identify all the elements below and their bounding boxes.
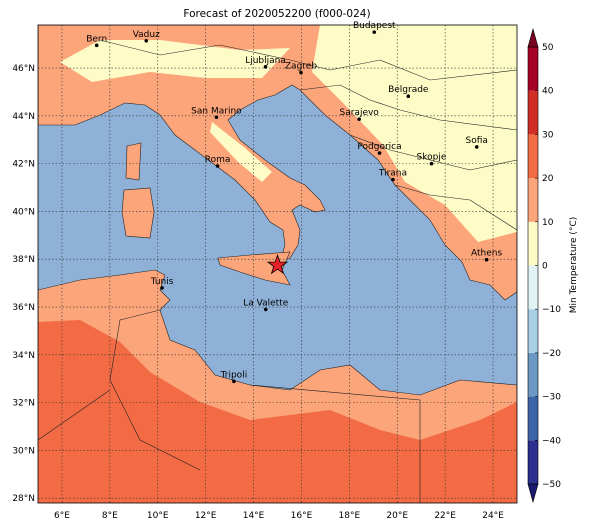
- colorbar-bin: [528, 440, 538, 484]
- map-frame: [37, 24, 518, 504]
- city-label: Bern: [86, 34, 107, 44]
- alps-cool: [60, 40, 290, 82]
- colorbar-bin: [528, 265, 538, 310]
- city-dot: [299, 70, 303, 75]
- lon-tick-label: 16°E: [291, 511, 313, 521]
- balkans-cool: [312, 25, 517, 242]
- title: Forecast of 2020052200 (f000-024): [183, 8, 370, 20]
- lat-tick-label: 36°N: [12, 303, 35, 313]
- city-label: San Marino: [191, 106, 242, 116]
- lon-tick-label: 12°E: [195, 511, 217, 521]
- lon-tick-label: 14°E: [243, 511, 265, 521]
- colorbar-tick-label: 30: [542, 130, 554, 140]
- basemap: [38, 25, 517, 503]
- lon-tick-label: 10°E: [147, 511, 169, 521]
- city-dot: [406, 94, 411, 99]
- city-label: Roma: [205, 155, 231, 165]
- city-dot: [215, 164, 220, 168]
- city-label: Ljubljana: [245, 56, 286, 66]
- city-label: Tunis: [150, 277, 174, 287]
- lon-tick-label: 22°E: [434, 511, 456, 521]
- lat-tick-label: 34°N: [12, 351, 35, 361]
- city-dot: [144, 38, 149, 43]
- city-dot: [372, 30, 377, 34]
- lon-tick-label: 20°E: [386, 511, 408, 521]
- city-label: Zagreb: [285, 62, 317, 72]
- city-dot: [263, 65, 268, 69]
- colorbar: −50 −40 −30 −20 −10 0 10 20 30 40 50: [527, 27, 561, 504]
- city-dot: [357, 117, 361, 121]
- lat-tick-label: 42°N: [12, 160, 35, 170]
- colorbar-tick-label: 40: [542, 87, 554, 97]
- colorbar-label: Min Temperature (°C): [569, 217, 579, 314]
- colorbar-tick-label: 50: [542, 43, 554, 53]
- apennine-cool: [210, 122, 272, 182]
- city-dot: [232, 379, 236, 384]
- colorbar-tick-label: 0: [542, 262, 548, 272]
- lon-tick-label: 18°E: [339, 511, 361, 521]
- colorbar-bin: [528, 134, 538, 179]
- corsica: [125, 142, 142, 181]
- city-label: Tirana: [378, 169, 407, 179]
- colorbar-bin: [528, 221, 538, 266]
- city-label: Skopje: [417, 153, 447, 163]
- colorbar-bin: [528, 90, 538, 135]
- colorbar-extend-low: [527, 483, 539, 504]
- city-dot: [484, 257, 489, 262]
- colorbar-bin: [528, 352, 538, 397]
- sardinia: [121, 187, 155, 239]
- city-dot: [391, 177, 395, 182]
- colorbar-bin: [528, 178, 538, 222]
- colorbar-tick-label: 10: [542, 218, 554, 228]
- colorbar-tick-label: −50: [542, 480, 561, 490]
- city-label: La Valette: [243, 298, 288, 308]
- lon-tick-label: 8°E: [102, 511, 118, 521]
- city-dot: [429, 161, 434, 166]
- africa-warm: [38, 320, 517, 503]
- colorbar-tick-label: −20: [542, 349, 561, 359]
- city-dot: [474, 145, 479, 149]
- city-label: Tripoli: [220, 370, 248, 380]
- colorbar-tick-label: −30: [542, 393, 561, 403]
- lat-tick-label: 44°N: [12, 112, 35, 122]
- city-dot: [94, 43, 99, 48]
- city-label: Sofia: [466, 136, 488, 146]
- lat-tick-label: 30°N: [12, 446, 35, 456]
- city-label: Sarajevo: [340, 108, 380, 118]
- lon-tick-label: 24°E: [482, 511, 504, 521]
- lat-tick-label: 32°N: [12, 399, 35, 409]
- lat-tick-label: 38°N: [12, 255, 35, 265]
- graticule: [38, 25, 517, 503]
- lat-tick-label: 46°N: [12, 64, 35, 74]
- city-label: Podgorica: [357, 142, 401, 152]
- city-dot: [214, 115, 219, 120]
- lon-tick-label: 6°E: [54, 511, 70, 521]
- city-dot: [377, 151, 382, 155]
- lat-tick-label: 28°N: [12, 494, 35, 504]
- colorbar-bin: [528, 396, 538, 441]
- lat-tick-label: 40°N: [12, 207, 35, 217]
- location-star: [266, 253, 289, 275]
- colorbar-tick-label: 20: [542, 174, 554, 184]
- colorbar-tick-label: −10: [542, 305, 561, 315]
- city-label: Athens: [471, 249, 502, 259]
- city-label: Belgrade: [388, 85, 429, 95]
- city-label: Budapest: [353, 21, 396, 31]
- colorbar-extend-high: [527, 27, 539, 48]
- sicily: [217, 251, 291, 286]
- colorbar-bin: [528, 47, 538, 91]
- colorbar-bin: [528, 309, 538, 353]
- city-dot: [263, 307, 268, 312]
- city-label: Vaduz: [133, 30, 160, 40]
- city-dot: [160, 286, 164, 290]
- colorbar-tick-label: −40: [542, 436, 561, 446]
